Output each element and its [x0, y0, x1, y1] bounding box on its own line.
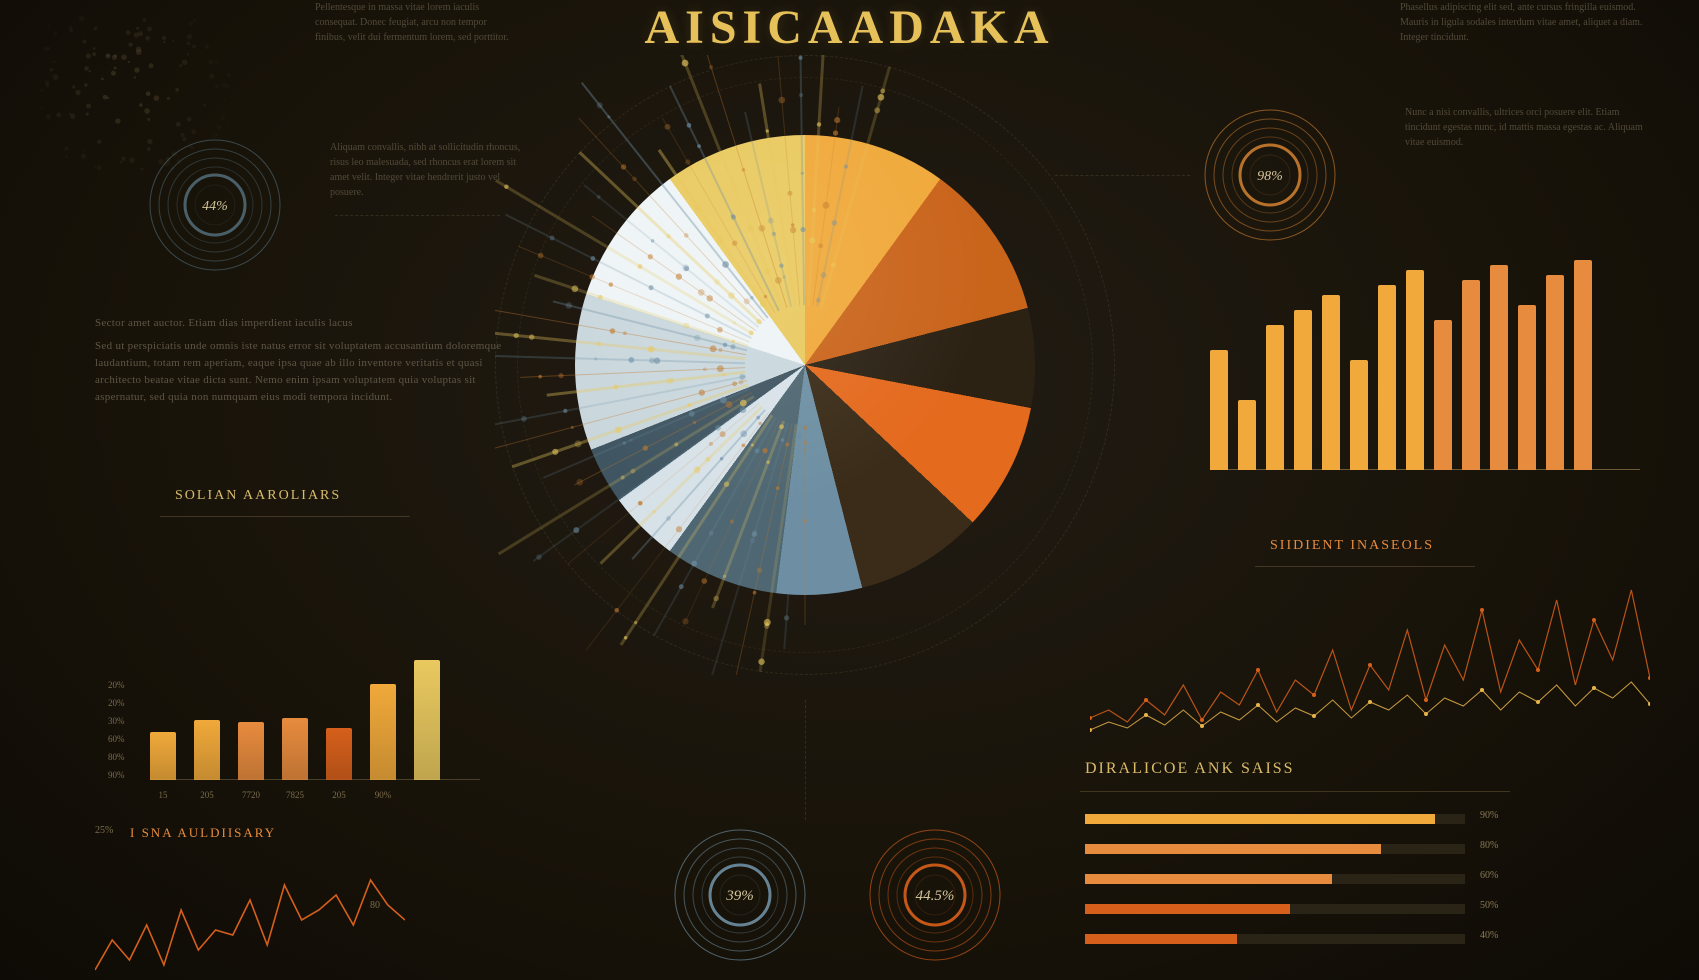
y-tick: 30% [108, 716, 125, 726]
bar [1406, 270, 1424, 470]
hbar-row: 40% [1085, 930, 1545, 948]
hbar-fill [1085, 874, 1332, 884]
gauge-lower-1: 39% [665, 820, 815, 970]
hbar-row: 80% [1085, 840, 1545, 858]
paragraph-mid-right: Nunc a nisi convallis, ultrices orci pos… [1405, 105, 1645, 150]
hbar-fill [1085, 934, 1237, 944]
hbar-row: 60% [1085, 870, 1545, 888]
x-tick: 15 [159, 790, 168, 800]
bar [238, 722, 264, 780]
y-tick: 80% [108, 752, 125, 762]
pie-chart [495, 55, 1115, 675]
bar [1490, 265, 1508, 470]
bar [1350, 360, 1368, 470]
hbar-label: 80% [1480, 840, 1498, 851]
bottom-left-title: I SNA AULDIISARY [130, 825, 276, 841]
bar [1546, 275, 1564, 470]
hbar-fill [1085, 814, 1435, 824]
paragraph-top-left: Pellentesque in massa vitae lorem iaculi… [315, 0, 515, 45]
svg-text:39%: 39% [725, 888, 754, 904]
bar [1294, 310, 1312, 470]
bar [1266, 325, 1284, 470]
bar [1322, 295, 1340, 470]
svg-text:44.5%: 44.5% [916, 888, 955, 904]
bar [1238, 400, 1256, 470]
bar [326, 728, 352, 780]
gauge-right: 98% [1195, 100, 1345, 250]
svg-text:98%: 98% [1257, 169, 1283, 184]
leader-line [805, 700, 806, 820]
hbar-fill [1085, 904, 1290, 914]
hbars-title: DIRALICOE ANK SAISS [1085, 760, 1295, 778]
bar [1378, 285, 1396, 470]
right-line-chart [1090, 540, 1650, 740]
divider [160, 516, 410, 517]
bar [414, 660, 440, 780]
gauge-lower-2: 44.5% [860, 820, 1010, 970]
bar [1462, 280, 1480, 470]
hbar-row: 50% [1085, 900, 1545, 918]
y-tick: 90% [108, 770, 125, 780]
x-tick: 7825 [286, 790, 304, 800]
paragraph-body-left-heading: Sector amet auctor. Etiam dias imperdien… [95, 315, 515, 332]
svg-text:44%: 44% [202, 199, 228, 214]
paragraph-top-right: Phasellus adipiscing elit sed, ante curs… [1400, 0, 1645, 45]
bar [1210, 350, 1228, 470]
divider [1080, 791, 1510, 792]
y-tick: 20% [108, 680, 125, 690]
gauge-left: 44% [140, 130, 290, 280]
page-title: AISICAADAKA [644, 0, 1054, 55]
hbar-label: 40% [1480, 930, 1498, 941]
leader-line [335, 215, 500, 216]
pie-disc [575, 135, 1035, 595]
hbar-label: 90% [1480, 810, 1498, 821]
x-tick: 7720 [242, 790, 260, 800]
bar [1518, 305, 1536, 470]
bottom-left-line-chart [95, 855, 405, 980]
x-tick: 205 [332, 790, 346, 800]
hbars-chart: 90% 80% 60% 50% 40% [1085, 810, 1545, 960]
hbar-label: 60% [1480, 870, 1498, 881]
bar [1574, 260, 1592, 470]
paragraph-body-left-body: Sed ut perspiciatis unde omnis iste natu… [95, 340, 501, 403]
bar [370, 684, 396, 780]
hbar-fill [1085, 844, 1381, 854]
y-tick: 60% [108, 734, 125, 744]
bar [1434, 320, 1452, 470]
paragraph-body-left: Sector amet auctor. Etiam dias imperdien… [95, 315, 515, 406]
bar [282, 718, 308, 780]
left-bar-title: SOLIAN AAROLIARS [175, 488, 341, 504]
hbar-row: 90% [1085, 810, 1545, 828]
hbar-label: 50% [1480, 900, 1498, 911]
bar [150, 732, 176, 780]
x-tick: 90% [375, 790, 392, 800]
y-axis-label: 25% [95, 825, 113, 836]
bar [194, 720, 220, 780]
y-tick: 20% [108, 698, 125, 708]
left-bar-chart: 152057720782520590%90%80%60%30%20%20% [150, 540, 480, 800]
x-tick: 205 [200, 790, 214, 800]
pie-highlight [575, 135, 1035, 595]
right-bar-chart [1210, 240, 1640, 470]
